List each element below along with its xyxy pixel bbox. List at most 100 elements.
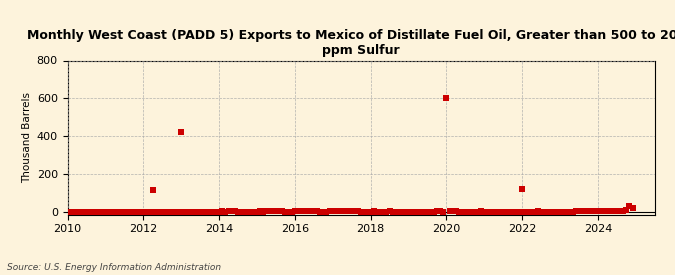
Point [599,209,610,213]
Point [305,209,316,213]
Point [624,204,635,208]
Point [514,210,524,214]
Point [128,210,139,214]
Point [375,210,385,214]
Point [340,209,351,213]
Point [457,210,468,214]
Point [331,209,342,213]
Point [192,210,202,214]
Point [182,210,193,214]
Point [510,210,521,214]
Point [107,210,117,214]
Point [397,210,408,214]
Point [311,209,322,213]
Point [589,209,600,213]
Point [343,209,354,213]
Point [520,210,531,214]
Point [84,210,95,214]
Point [97,210,107,214]
Point [302,209,313,213]
Point [151,210,161,214]
Point [217,209,227,213]
Point [176,130,186,134]
Point [65,210,76,214]
Point [533,209,543,213]
Point [324,209,335,213]
Point [352,209,363,213]
Point [463,210,474,214]
Point [466,210,477,214]
Point [561,210,572,214]
Point [211,210,221,214]
Point [387,210,398,214]
Point [580,209,591,213]
Point [147,188,158,192]
Point [390,210,401,214]
Point [109,210,120,214]
Point [72,210,82,214]
Point [441,96,452,100]
Point [318,210,329,214]
Point [476,209,487,213]
Point [226,209,237,213]
Point [612,209,622,213]
Point [444,209,455,213]
Point [536,210,547,214]
Point [621,208,632,212]
Point [62,210,73,214]
Point [429,210,439,214]
Point [608,209,619,213]
Point [252,210,263,214]
Point [198,210,209,214]
Point [254,209,265,213]
Point [346,209,357,213]
Point [422,210,433,214]
Point [564,210,575,214]
Point [574,209,585,213]
Point [495,210,506,214]
Point [315,210,325,214]
Point [403,210,414,214]
Point [548,210,559,214]
Point [267,209,278,213]
Point [576,209,587,213]
Point [258,210,269,214]
Point [359,210,370,214]
Point [233,210,244,214]
Point [369,209,379,213]
Point [68,210,79,214]
Point [406,210,417,214]
Point [264,209,275,213]
Point [173,210,184,214]
Point [400,210,411,214]
Text: Source: U.S. Energy Information Administration: Source: U.S. Energy Information Administ… [7,263,221,272]
Point [365,210,376,214]
Point [248,210,259,214]
Point [350,209,360,213]
Point [454,210,464,214]
Point [555,210,566,214]
Point [207,210,218,214]
Point [381,210,392,214]
Point [491,210,502,214]
Point [169,210,180,214]
Y-axis label: Thousand Barrels: Thousand Barrels [22,92,32,183]
Point [551,210,562,214]
Point [472,210,483,214]
Point [517,187,528,191]
Point [450,209,461,213]
Point [277,209,288,213]
Point [132,210,142,214]
Point [113,210,124,214]
Point [290,209,300,213]
Point [271,209,281,213]
Point [166,210,177,214]
Point [239,210,250,214]
Point [157,210,167,214]
Point [154,210,165,214]
Point [201,210,212,214]
Point [144,210,155,214]
Point [94,210,105,214]
Point [179,210,190,214]
Point [362,210,373,214]
